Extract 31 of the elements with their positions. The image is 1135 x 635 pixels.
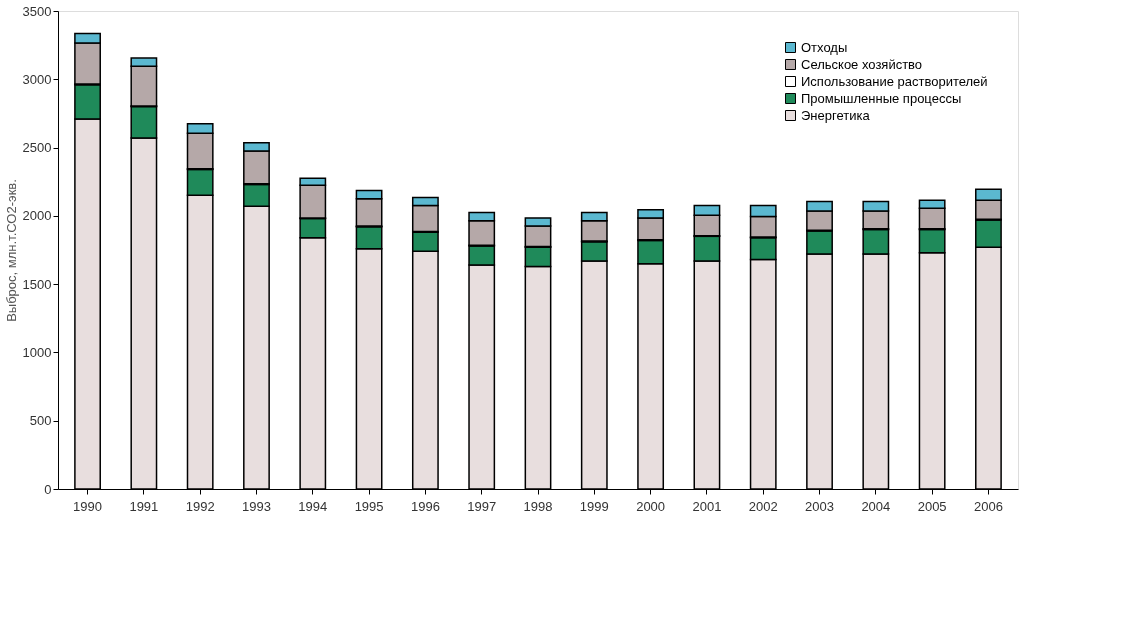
- x-tick-label: 1996: [410, 498, 440, 514]
- x-tick-label: 1992: [185, 498, 215, 514]
- y-axis-title: Выброс, млн.т.СО2-экв.: [3, 179, 19, 322]
- legend-label: Использование растворителей: [801, 73, 988, 89]
- x-tick-label: 1997: [467, 498, 497, 514]
- y-tick-label: 3000: [22, 71, 52, 87]
- y-tick-label: 0: [44, 481, 52, 497]
- x-tick-label: 1998: [523, 498, 553, 514]
- x-tick-label: 1999: [579, 498, 609, 514]
- legend-label: Промышленные процессы: [801, 90, 962, 106]
- x-tick-label: 1995: [354, 498, 384, 514]
- legend-label: Энергетика: [801, 107, 871, 123]
- x-tick-label: 2005: [917, 498, 947, 514]
- y-tick-label: 500: [29, 413, 52, 429]
- x-tick-label: 2004: [861, 498, 891, 514]
- x-tick-label: 2003: [805, 498, 834, 514]
- x-tick-label: 1993: [242, 498, 271, 514]
- x-tick-label: 2000: [636, 498, 666, 514]
- y-tick-label: 1500: [22, 276, 52, 292]
- x-tick-label: 1991: [129, 498, 159, 514]
- x-tick-label: 1990: [73, 498, 103, 514]
- x-tick-label: 2006: [973, 498, 1003, 514]
- y-tick-label: 2500: [22, 140, 52, 156]
- x-tick-label: 2001: [692, 498, 722, 514]
- x-tick-label: 1994: [298, 498, 328, 514]
- y-tick-label: 2000: [22, 208, 52, 224]
- y-tick-label: 3500: [22, 3, 52, 19]
- legend-label: Отходы: [801, 39, 848, 55]
- x-tick-label: 2002: [748, 498, 778, 514]
- y-tick-label: 1000: [22, 344, 52, 360]
- legend-label: Сельское хозяйство: [801, 56, 923, 72]
